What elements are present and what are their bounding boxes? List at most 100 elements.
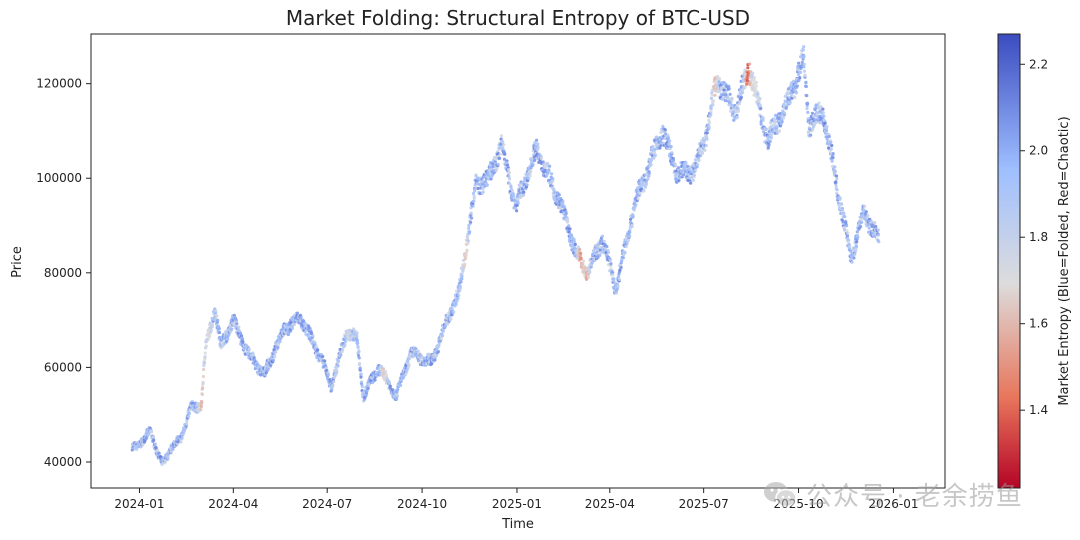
- data-point: [707, 118, 711, 122]
- data-point: [855, 230, 859, 234]
- data-point: [569, 243, 573, 247]
- data-point: [811, 127, 815, 131]
- data-point: [527, 176, 531, 180]
- data-point: [217, 330, 222, 335]
- data-point: [550, 172, 554, 176]
- data-point: [707, 125, 711, 129]
- data-point: [704, 144, 708, 148]
- data-point: [433, 358, 437, 362]
- data-point: [441, 329, 445, 333]
- data-point: [473, 189, 477, 193]
- data-point: [200, 392, 204, 396]
- data-point: [618, 268, 622, 272]
- data-point: [616, 283, 620, 287]
- x-tick-label: 2025-01: [492, 497, 542, 511]
- data-point: [535, 138, 539, 142]
- data-point: [748, 62, 752, 66]
- data-point: [558, 206, 563, 210]
- data-point: [877, 240, 881, 244]
- data-point: [829, 147, 833, 151]
- data-point: [590, 261, 594, 265]
- data-point: [594, 246, 598, 250]
- data-point: [852, 256, 856, 260]
- data-point: [566, 217, 570, 221]
- data-point: [247, 347, 251, 351]
- data-point: [754, 80, 759, 85]
- data-point: [565, 220, 570, 224]
- data-point: [237, 325, 241, 329]
- data-point: [548, 164, 552, 168]
- data-point: [702, 138, 707, 142]
- data-point: [266, 367, 270, 371]
- data-point: [388, 384, 392, 388]
- data-point: [802, 54, 806, 59]
- data-point: [709, 110, 713, 114]
- data-point: [825, 125, 829, 129]
- data-point: [769, 136, 773, 140]
- data-point: [831, 156, 835, 160]
- data-point: [407, 357, 411, 361]
- data-point: [764, 127, 768, 131]
- data-point: [324, 366, 328, 370]
- data-point: [358, 368, 362, 372]
- data-point: [606, 250, 611, 255]
- data-point: [290, 326, 295, 330]
- colorbar-tick-label: 1.8: [1029, 230, 1048, 244]
- data-point: [274, 350, 278, 354]
- data-point: [754, 84, 758, 88]
- data-point: [822, 114, 826, 118]
- data-point: [859, 217, 863, 222]
- data-point: [695, 162, 700, 167]
- data-point: [450, 307, 454, 311]
- data-point: [507, 171, 511, 175]
- data-point: [710, 93, 714, 97]
- data-point: [689, 181, 693, 185]
- data-point: [788, 101, 792, 105]
- data-point: [704, 135, 709, 139]
- data-point: [647, 171, 652, 175]
- data-point: [736, 109, 741, 113]
- data-point: [835, 177, 839, 181]
- data-point: [743, 68, 747, 72]
- data-point: [581, 259, 586, 263]
- data-point: [737, 95, 741, 99]
- data-point: [743, 85, 747, 89]
- data-point: [642, 188, 646, 193]
- data-point: [135, 447, 139, 451]
- data-point: [202, 361, 207, 365]
- data-point: [556, 195, 560, 199]
- data-point: [491, 162, 495, 166]
- colorbar-ticks: 1.4 1.6 1.8 2.0 2.2: [1020, 57, 1048, 417]
- data-point: [271, 358, 275, 362]
- data-point: [827, 146, 831, 150]
- data-point: [551, 179, 555, 183]
- data-point: [865, 216, 869, 220]
- data-point: [455, 299, 459, 303]
- data-point: [564, 211, 568, 216]
- data-point: [735, 116, 740, 120]
- data-point: [759, 104, 763, 108]
- data-point: [803, 74, 807, 78]
- data-point: [472, 199, 476, 203]
- data-point: [718, 90, 722, 94]
- data-point: [529, 169, 533, 173]
- y-tick-label: 60000: [44, 360, 82, 374]
- data-point: [739, 95, 744, 99]
- data-point: [358, 366, 362, 370]
- data-point: [667, 143, 671, 147]
- data-point: [843, 215, 847, 219]
- data-point: [726, 95, 730, 99]
- data-point: [466, 241, 470, 246]
- x-tick-label: 2025-07: [679, 497, 729, 511]
- data-point: [608, 258, 613, 262]
- data-point: [240, 334, 244, 338]
- data-point: [405, 369, 409, 373]
- data-point: [653, 153, 658, 157]
- data-point: [502, 157, 506, 161]
- data-point: [571, 248, 575, 253]
- data-point: [215, 314, 219, 318]
- data-point: [611, 273, 615, 277]
- data-point: [579, 256, 583, 260]
- data-point: [789, 92, 794, 97]
- data-point: [709, 106, 713, 111]
